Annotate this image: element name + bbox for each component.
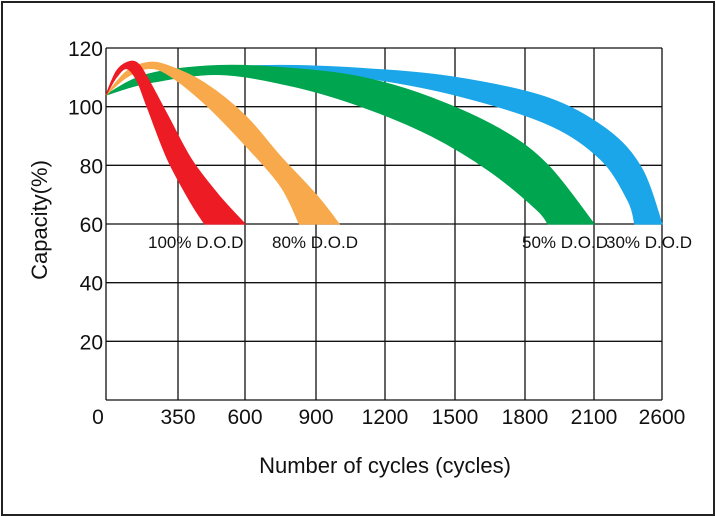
series-band-50-d-o-d <box>105 64 596 225</box>
y-tick-label: 100 <box>68 97 103 120</box>
series-label: 30% D.O.D <box>606 233 692 252</box>
series-label: 100% D.O.D <box>148 233 243 252</box>
y-tick-label: 20 <box>80 331 103 354</box>
x-tick-label: 1800 <box>502 406 549 429</box>
y-tick-label: 40 <box>80 273 103 296</box>
series-band-100-d-o-d <box>105 60 247 225</box>
chart-grid <box>105 47 663 401</box>
series-label: 80% D.O.D <box>272 233 358 252</box>
chart-series-bands <box>105 60 663 225</box>
y-tick-label: 120 <box>68 38 103 61</box>
y-axis-tick-labels: 20 40 60 80 100 120 <box>68 38 103 354</box>
series-labels: 100% D.O.D 80% D.O.D 50% D.O.D30% D.O.D <box>148 233 692 252</box>
x-tick-label: 600 <box>227 406 262 429</box>
series-label: 50% D.O.D <box>522 233 608 252</box>
y-tick-label: 80 <box>80 155 103 178</box>
x-tick-label: 1200 <box>362 406 409 429</box>
x-axis-title: Number of cycles (cycles) <box>259 453 511 478</box>
x-tick-label: 2100 <box>571 406 618 429</box>
series-band-80-d-o-d <box>105 61 341 225</box>
x-tick-label: 0 <box>92 406 104 429</box>
x-tick-label: 2600 <box>639 406 686 429</box>
x-tick-label: 900 <box>298 406 333 429</box>
y-tick-label: 60 <box>80 214 103 237</box>
y-axis-title: Capacity(%) <box>27 160 52 280</box>
x-axis-tick-labels: 0 350 600 900 1200 1500 1800 2100 2600 <box>92 406 685 429</box>
x-tick-label: 350 <box>160 406 195 429</box>
x-tick-label: 1500 <box>432 406 479 429</box>
